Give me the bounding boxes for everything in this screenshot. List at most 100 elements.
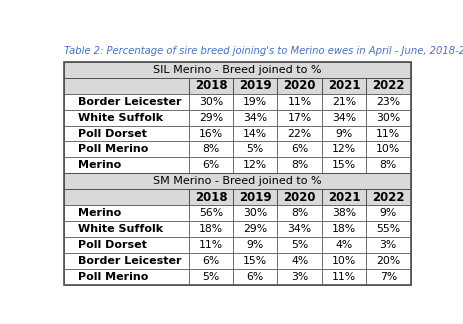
Text: Border Leicester: Border Leicester (78, 256, 181, 266)
Bar (233, 269, 277, 284)
Text: 4%: 4% (335, 240, 353, 250)
Text: 34%: 34% (332, 113, 356, 122)
Bar (189, 110, 233, 126)
Bar (64, 253, 189, 269)
Bar (189, 142, 233, 157)
Text: 30%: 30% (199, 97, 223, 107)
Bar (233, 126, 277, 142)
Text: 2021: 2021 (328, 79, 360, 92)
Bar (277, 221, 322, 237)
Text: 5%: 5% (202, 272, 219, 282)
Bar (366, 189, 411, 205)
Text: Poll Dorset: Poll Dorset (78, 240, 147, 250)
Text: 8%: 8% (202, 145, 219, 155)
Bar (322, 205, 366, 221)
Bar (277, 237, 322, 253)
Bar (277, 110, 322, 126)
Bar (322, 189, 366, 205)
Bar (64, 110, 189, 126)
Bar (322, 94, 366, 110)
Text: Poll Merino: Poll Merino (78, 272, 148, 282)
Text: Merino: Merino (78, 160, 121, 170)
Bar (189, 253, 233, 269)
Text: Merino: Merino (78, 208, 121, 218)
Bar (322, 157, 366, 173)
Bar (366, 269, 411, 284)
Bar (366, 221, 411, 237)
Text: SM Merino - Breed joined to %: SM Merino - Breed joined to % (153, 176, 322, 186)
Bar (64, 237, 189, 253)
Text: 10%: 10% (332, 256, 356, 266)
Bar (366, 78, 411, 94)
Text: Poll Dorset: Poll Dorset (78, 129, 147, 138)
Text: 11%: 11% (332, 272, 356, 282)
Text: 30%: 30% (243, 208, 268, 218)
Text: 2020: 2020 (283, 191, 316, 203)
Text: 9%: 9% (247, 240, 264, 250)
Text: 16%: 16% (199, 129, 223, 138)
Bar (366, 142, 411, 157)
Text: 8%: 8% (291, 160, 308, 170)
Bar (366, 110, 411, 126)
Bar (189, 157, 233, 173)
Bar (322, 221, 366, 237)
Bar (277, 126, 322, 142)
Bar (64, 94, 189, 110)
Bar (277, 157, 322, 173)
Text: 30%: 30% (376, 113, 400, 122)
Bar (64, 221, 189, 237)
Bar (189, 189, 233, 205)
Bar (189, 126, 233, 142)
Text: 6%: 6% (202, 160, 219, 170)
Text: White Suffolk: White Suffolk (78, 224, 163, 234)
Text: 12%: 12% (243, 160, 267, 170)
Text: 2021: 2021 (328, 191, 360, 203)
Text: 2019: 2019 (239, 79, 272, 92)
Bar (322, 78, 366, 94)
Text: 23%: 23% (376, 97, 400, 107)
Text: 38%: 38% (332, 208, 356, 218)
Bar (366, 157, 411, 173)
Text: 2018: 2018 (194, 79, 227, 92)
Bar (277, 189, 322, 205)
Bar (189, 221, 233, 237)
Text: White Suffolk: White Suffolk (78, 113, 163, 122)
Bar (189, 269, 233, 284)
Bar (233, 237, 277, 253)
Text: 19%: 19% (243, 97, 267, 107)
Bar (322, 126, 366, 142)
Text: 29%: 29% (243, 224, 267, 234)
Text: 11%: 11% (199, 240, 223, 250)
Text: 6%: 6% (202, 256, 219, 266)
Bar (366, 205, 411, 221)
Bar (189, 205, 233, 221)
Bar (233, 94, 277, 110)
Bar (189, 94, 233, 110)
Text: 9%: 9% (335, 129, 353, 138)
Bar (64, 142, 189, 157)
Bar (366, 94, 411, 110)
Bar (277, 78, 322, 94)
Bar (64, 269, 189, 284)
Text: 29%: 29% (199, 113, 223, 122)
Text: 14%: 14% (243, 129, 267, 138)
Bar (233, 221, 277, 237)
Text: 2022: 2022 (372, 191, 405, 203)
Bar (322, 142, 366, 157)
Bar (322, 253, 366, 269)
Bar (64, 62, 411, 284)
Text: 6%: 6% (291, 145, 308, 155)
Text: 9%: 9% (380, 208, 397, 218)
Bar (277, 94, 322, 110)
Bar (277, 142, 322, 157)
Text: 4%: 4% (291, 256, 308, 266)
Bar (233, 205, 277, 221)
Text: 21%: 21% (332, 97, 356, 107)
Text: 11%: 11% (288, 97, 312, 107)
Bar (64, 173, 411, 189)
Text: 55%: 55% (376, 224, 400, 234)
Bar (277, 269, 322, 284)
Text: 18%: 18% (332, 224, 356, 234)
Text: 7%: 7% (380, 272, 397, 282)
Text: Table 2: Percentage of sire breed joining's to Merino ewes in April - June, 2018: Table 2: Percentage of sire breed joinin… (64, 46, 463, 56)
